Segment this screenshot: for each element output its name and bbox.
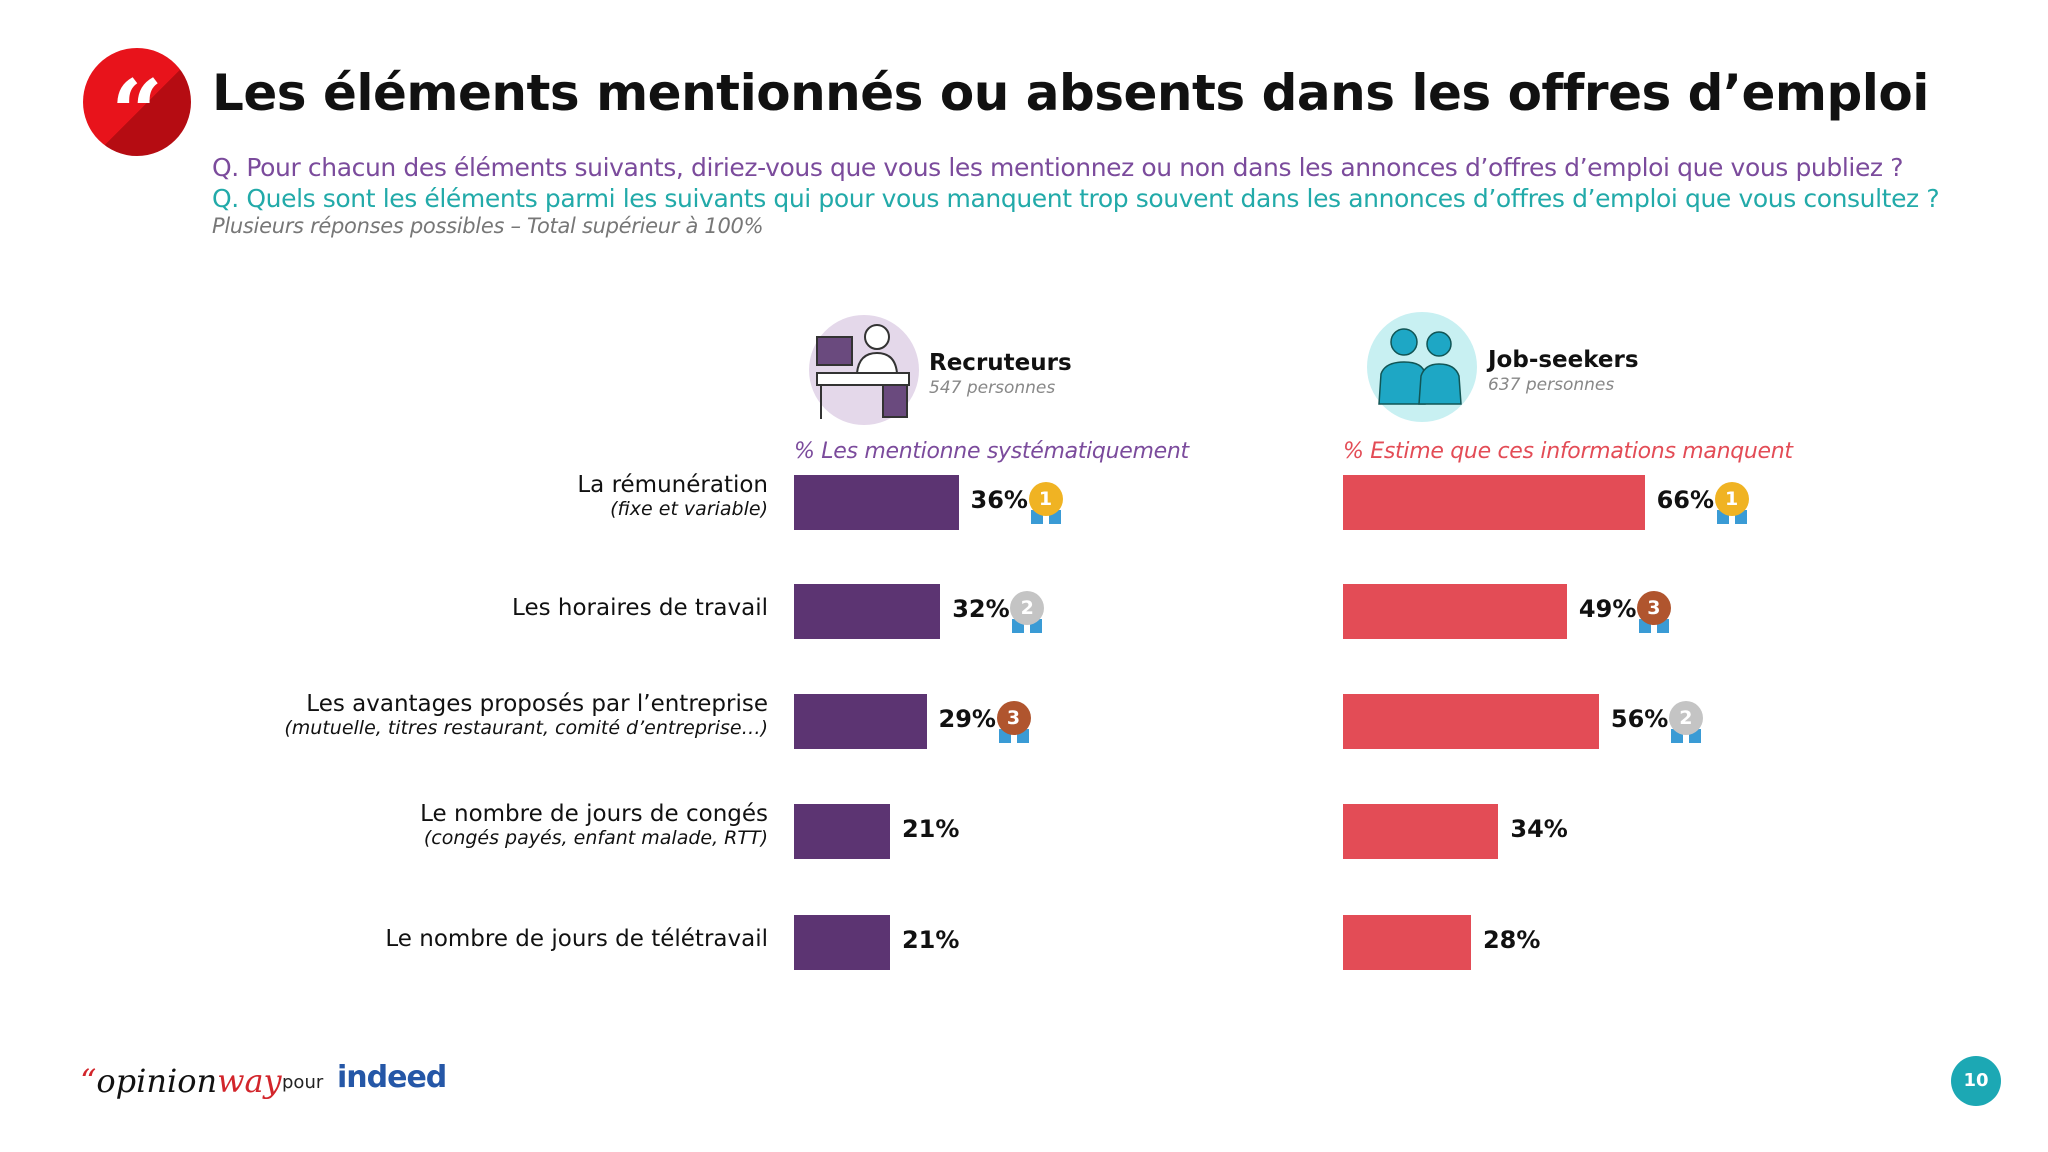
recruiter-at-desk-icon	[809, 315, 919, 425]
bar-recruiters	[794, 584, 941, 639]
bar-jobseekers	[1343, 584, 1567, 639]
category-label: Les avantages proposés par l’entreprise(…	[284, 691, 768, 739]
medal-rank-3-icon: 3	[1636, 591, 1671, 625]
bar-jobseekers	[1343, 694, 1599, 749]
bar-recruiters	[794, 915, 890, 970]
value-label: 34%	[1510, 815, 1568, 843]
value-label: 21%	[901, 815, 960, 843]
value-label: 28%	[1482, 926, 1541, 954]
category-main: Les avantages proposés par l’entreprise	[306, 691, 768, 717]
group-name-jobseekers: Job-seekers	[1488, 347, 1639, 373]
category-main: La rémunération	[577, 472, 768, 498]
category-label: Le nombre de jours de congés (congés payé…	[420, 801, 768, 849]
indeed-logo: indeed	[337, 1060, 447, 1095]
medal-rank-3-icon: 3	[996, 701, 1031, 735]
value-label: 21%	[901, 926, 960, 954]
medal-rank-2-icon: 2	[1668, 701, 1703, 735]
bar-recruiters	[794, 475, 959, 530]
category-label: La rémunération (fixe et variable)	[577, 472, 768, 520]
series-label-recruiters: % Les mentionne systématiquement	[794, 439, 1189, 464]
category-sub: (congés payés, enfant malade, RTT)	[423, 827, 768, 849]
group-count-recruiters: 547 personnes	[929, 378, 1056, 398]
category-main: Les horaires de travail	[512, 595, 768, 621]
bar-jobseekers	[1343, 804, 1499, 859]
value-label: 32%	[952, 595, 1010, 623]
page-title: Les éléments mentionnés ou absents dans …	[212, 64, 1929, 122]
category-main: Le nombre de jours de télétravail	[385, 926, 768, 952]
opinionway-logo: “opinionway	[80, 1062, 282, 1100]
medal-rank-1-icon: 1	[1028, 482, 1063, 516]
value-label: 66%	[1656, 486, 1715, 514]
group-name-recruiters: Recruteurs	[929, 350, 1072, 376]
value-label: 29%	[938, 705, 996, 733]
series-label-jobseekers: % Estime que ces informations manquent	[1343, 439, 1793, 464]
value-label: 49%	[1578, 595, 1637, 623]
bar-jobseekers	[1343, 475, 1645, 530]
value-label: 56%	[1610, 705, 1669, 733]
page-number: 10	[1951, 1056, 2001, 1106]
category-sub: (mutuelle, titres restaurant, comité d’e…	[284, 717, 768, 739]
medal-rank-2-icon: 2	[1010, 591, 1045, 625]
category-label: Le nombre de jours de télétravail	[385, 926, 768, 952]
bar-jobseekers	[1343, 915, 1471, 970]
quote-logo-icon: “	[83, 48, 191, 166]
medal-rank-1-icon: 1	[1714, 482, 1749, 516]
question-jobseekers: Q. Quels sont les éléments parmi les sui…	[212, 184, 1940, 213]
bar-recruiters	[794, 804, 890, 859]
category-label: Les horaires de travail	[512, 595, 768, 621]
footer-pour: pour	[282, 1072, 324, 1093]
group-count-jobseekers: 637 personnes	[1488, 375, 1615, 395]
two-people-icon	[1367, 312, 1477, 422]
bar-recruiters	[794, 694, 927, 749]
question-recruiters: Q. Pour chacun des éléments suivants, di…	[212, 153, 1904, 182]
category-main: Le nombre de jours de congés	[420, 801, 768, 827]
note: Plusieurs réponses possibles – Total sup…	[212, 214, 764, 238]
value-label: 36%	[970, 486, 1028, 514]
category-sub: (fixe et variable)	[610, 498, 768, 520]
